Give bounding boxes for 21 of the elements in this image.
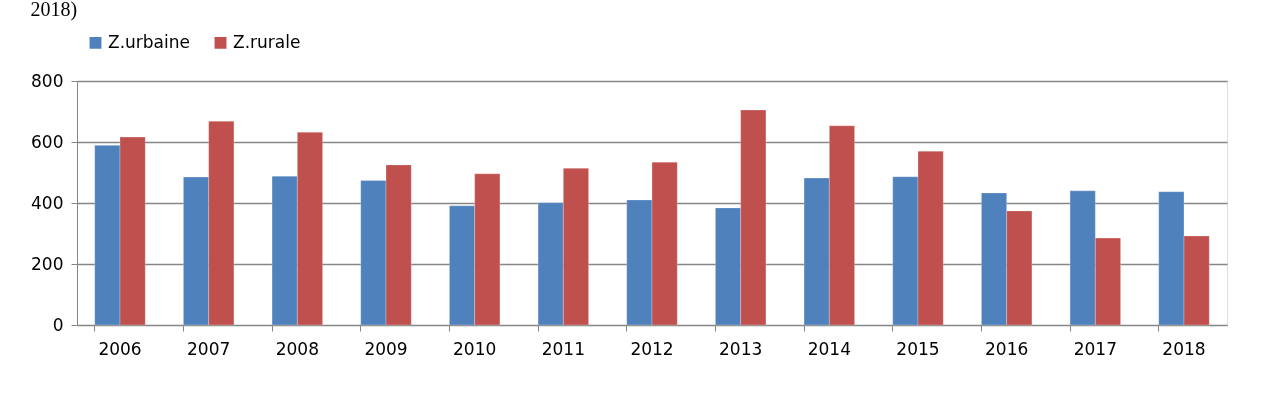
x-tick-label: 2008 bbox=[275, 338, 319, 359]
x-tick-label: 2007 bbox=[187, 338, 231, 359]
y-tick-label: 200 bbox=[31, 253, 64, 274]
x-tick-label: 2014 bbox=[807, 338, 851, 359]
y-tick-label: 600 bbox=[31, 131, 64, 152]
y-tick-label: 0 bbox=[52, 314, 64, 335]
text: 2018) bbox=[30, 0, 78, 21]
y-tick-label: 400 bbox=[31, 192, 64, 213]
x-tick-label: 2011 bbox=[541, 338, 585, 359]
x-tick-label: 2016 bbox=[985, 338, 1029, 359]
legend-label: Z.rurale bbox=[233, 31, 301, 52]
x-tick-label: 2006 bbox=[98, 338, 142, 359]
x-tick-label: 2018 bbox=[1162, 338, 1206, 359]
x-tick-label: 2009 bbox=[364, 338, 408, 359]
legend-label: Z.urbaine bbox=[108, 31, 190, 52]
x-tick-label: 2013 bbox=[719, 338, 763, 359]
x-tick-label: 2012 bbox=[630, 338, 674, 359]
x-tick-label: 2017 bbox=[1073, 338, 1117, 359]
y-tick-label: 800 bbox=[31, 70, 64, 91]
x-tick-label: 2010 bbox=[453, 338, 497, 359]
x-tick-label: 2015 bbox=[896, 338, 940, 359]
